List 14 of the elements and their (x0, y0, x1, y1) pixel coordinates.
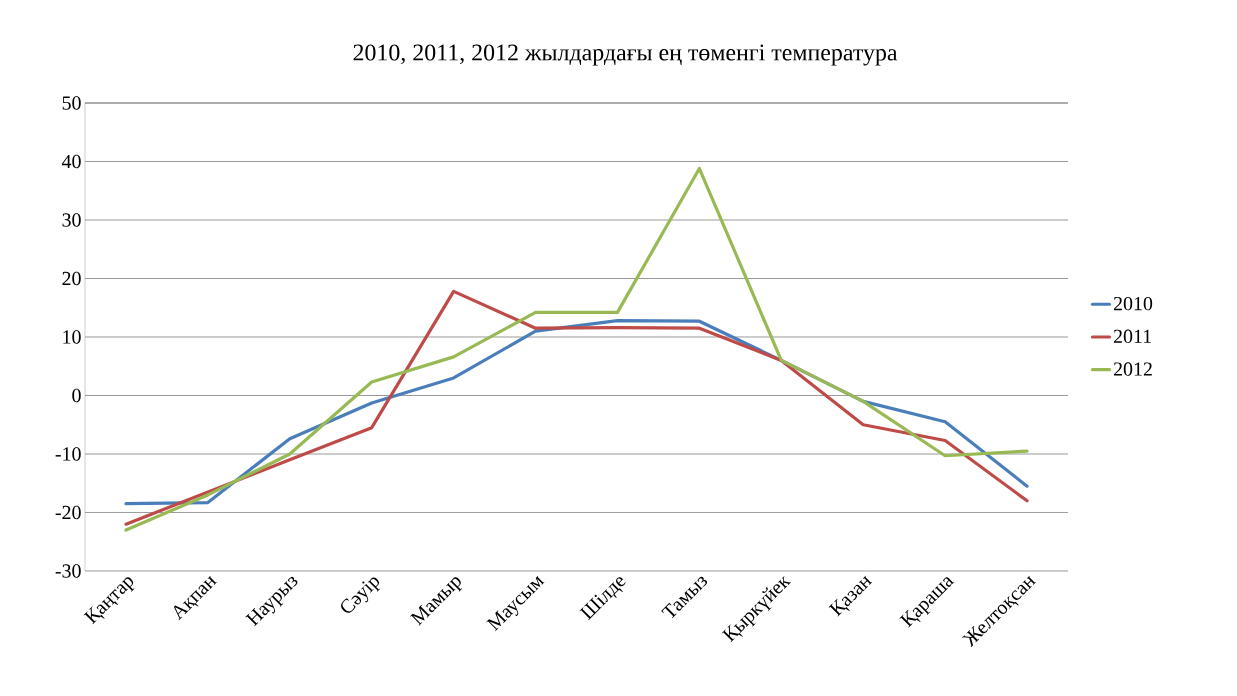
legend-label: 2010 (1113, 296, 1153, 311)
chart-title: 2010, 2011, 2012 жылдардағы ең төменгі температура (353, 44, 898, 66)
y-tick-label: 30 (62, 213, 81, 227)
y-tick-label: -10 (55, 447, 81, 461)
y-tick-label: 50 (62, 96, 81, 110)
y-tick-label: 20 (62, 271, 81, 286)
legend-label: 2012 (1113, 362, 1152, 376)
legend-label: 2011 (1113, 329, 1151, 344)
y-tick-label: 10 (63, 330, 81, 344)
line-series (124, 166, 1029, 532)
y-tick-label: -20 (55, 505, 81, 520)
y-tick-label: -30 (55, 564, 81, 578)
y-tick-label: 40 (61, 154, 81, 169)
y-tick-label: 0 (72, 388, 81, 403)
